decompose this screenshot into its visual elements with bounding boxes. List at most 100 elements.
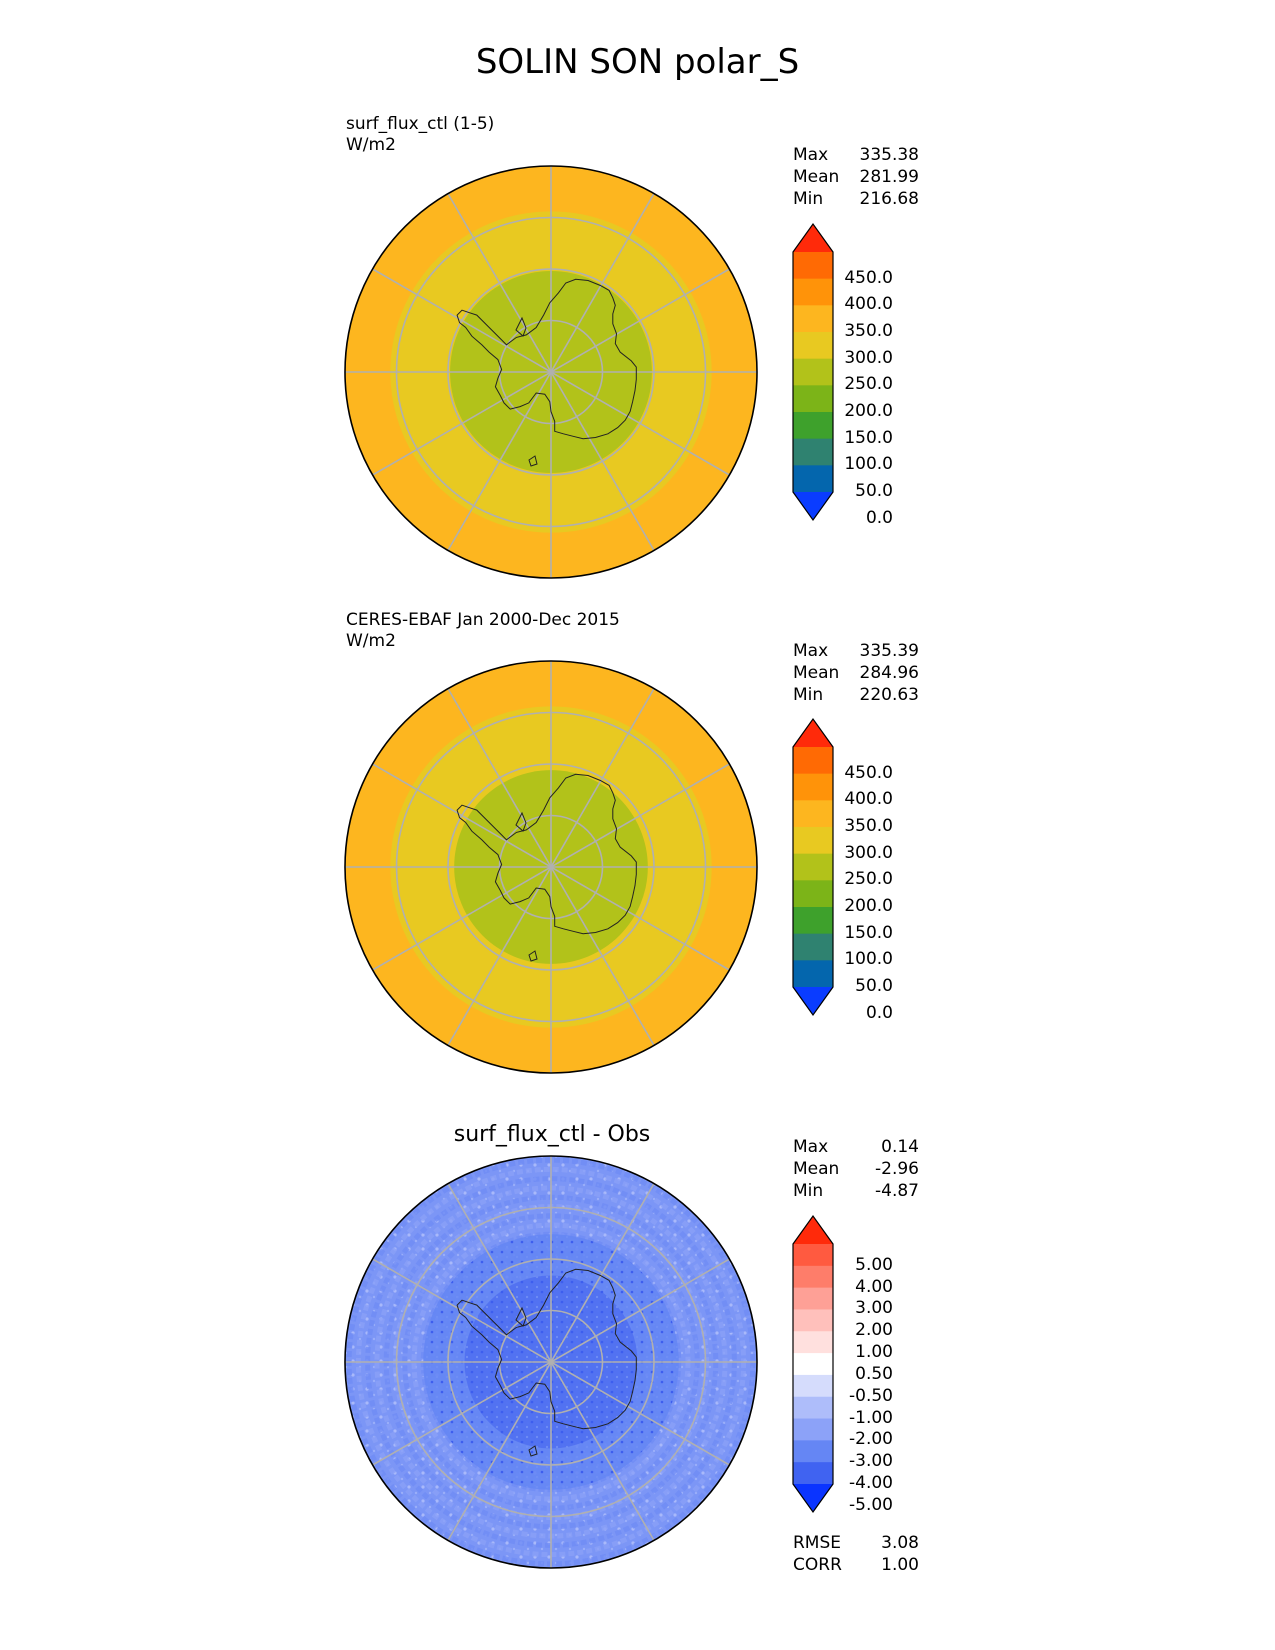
colorbar-tick-label: -5.00 <box>849 1494 893 1515</box>
colorbar-tick-label: 450.0 <box>844 267 893 288</box>
metric-value: 3.08 <box>881 1533 919 1553</box>
colorbar-tick-label: 150.0 <box>844 427 893 448</box>
panel-2-title: CERES-EBAF Jan 2000-Dec 2015 W/m2 <box>346 610 620 652</box>
colorbar-tick-label: 250.0 <box>844 374 893 395</box>
stat-value: 284.96 <box>859 663 919 683</box>
colorbar-tick-label: 0.0 <box>865 1002 893 1023</box>
colorbar-tick-label: 450.0 <box>844 762 893 783</box>
colorbar-tick-label: 50.0 <box>855 481 893 501</box>
colorbar-tick-label: -2.00 <box>849 1429 893 1450</box>
colorbar-extend-bottom <box>793 492 833 520</box>
colorbar-swatch <box>793 1374 833 1398</box>
stat-label: Min <box>793 1181 824 1201</box>
colorbar-swatch <box>793 332 833 360</box>
map-field <box>345 1156 757 1568</box>
colorbar-swatch <box>793 907 833 935</box>
colorbar-swatch <box>793 773 833 801</box>
colorbar-outline <box>792 222 834 522</box>
colorbar-extend-bottom <box>793 1484 833 1512</box>
colorbar-tick-label: 400.0 <box>844 294 893 315</box>
colorbar-extend-top <box>793 224 833 252</box>
colorbar-swatch <box>793 278 833 306</box>
maps-layer <box>344 165 758 1569</box>
colorbar-swatch <box>793 465 833 493</box>
colorbar-tick-label: 250.0 <box>844 869 893 890</box>
colorbar-tick-label: -4.00 <box>849 1473 893 1493</box>
stat-label: Mean <box>793 167 840 187</box>
stat-value: 0.14 <box>881 1137 919 1157</box>
colorbar-tick-label: 5.00 <box>855 1254 893 1275</box>
colorbar-tick-label: 300.0 <box>844 842 893 863</box>
colorbar-swatch <box>793 933 833 961</box>
colorbar-outline <box>792 1214 834 1514</box>
colorbar-swatch <box>793 853 833 881</box>
colorbar-tick-label: 1.00 <box>855 1342 893 1363</box>
metric-label: CORR <box>793 1555 842 1575</box>
stat-label: Min <box>793 189 824 209</box>
stat-value: 335.39 <box>859 641 919 661</box>
panel-1-units: W/m2 <box>346 135 396 155</box>
longitude-gridline <box>447 193 655 551</box>
colorbar-3 <box>792 1214 834 1514</box>
colorbars-layer <box>792 222 834 1514</box>
colorbar-swatch <box>793 1244 833 1267</box>
map-field <box>345 166 757 578</box>
colorbar-swatch <box>793 1309 833 1332</box>
stat-value: -4.87 <box>875 1181 919 1201</box>
colorbar-swatch <box>793 880 833 908</box>
metric-label: RMSE <box>793 1533 842 1553</box>
colorbar-swatch <box>793 412 833 440</box>
colorbar-swatch <box>793 747 833 775</box>
stat-value: 220.63 <box>859 685 919 705</box>
colorbar-extend-top <box>793 1216 833 1244</box>
stat-label: Mean <box>793 663 840 683</box>
colorbar-swatch <box>793 1462 833 1485</box>
colorbar-tick-label: 350.0 <box>844 321 893 341</box>
colorbar-swatch <box>793 1265 833 1289</box>
colorbar-tick-label: 200.0 <box>844 896 893 916</box>
panel-1-title: surf_flux_ctl (1-5) W/m2 <box>346 114 494 156</box>
colorbar-tick-label: 100.0 <box>844 949 893 970</box>
colorbar-swatch <box>793 1331 833 1354</box>
coastline-detail <box>515 316 527 337</box>
figure-title: SOLIN SON polar_S <box>475 42 800 82</box>
colorbar-swatch <box>793 800 833 828</box>
colorbar-tick-label: 2.00 <box>855 1320 893 1341</box>
colorbar-tick-label: 0.0 <box>865 507 893 528</box>
polar-map-2 <box>344 660 758 1074</box>
antarctica-coastline <box>456 773 637 935</box>
colorbar-swatch <box>793 385 833 413</box>
panel-1-stats: Max 335.38 Mean 281.99 Min 216.68 <box>793 144 919 210</box>
panel-2-units: W/m2 <box>346 631 396 651</box>
colorbar-tick-label: -1.00 <box>849 1407 893 1428</box>
coastline-detail <box>515 1306 527 1327</box>
map-field <box>345 661 757 1073</box>
coastline-detail <box>528 1445 538 1457</box>
colorbar-tick-label: 400.0 <box>844 789 893 810</box>
colorbar-swatch <box>793 1396 833 1420</box>
colorbar-tick-label: 100.0 <box>844 454 893 475</box>
map-boundary <box>344 1155 758 1569</box>
colorbar-extend-top <box>793 719 833 747</box>
map-boundary <box>344 660 758 1074</box>
antarctica-coastline <box>456 1268 637 1430</box>
colorbar-swatch <box>793 305 833 333</box>
colorbar-swatch <box>793 1418 833 1441</box>
stat-value: -2.96 <box>875 1159 919 1179</box>
antarctica-coastline <box>456 278 637 440</box>
colorbar-tick-label: -0.50 <box>849 1385 893 1406</box>
panel-2-stats: Max 335.39 Mean 284.96 Min 220.63 <box>793 640 919 706</box>
colorbar-extend-bottom <box>793 987 833 1015</box>
panel-3-metrics: RMSE 3.08 CORR 1.00 <box>793 1532 919 1576</box>
colorbar-tick-label: -3.00 <box>849 1451 893 1472</box>
colorbar-tick-label: 4.00 <box>855 1276 893 1297</box>
colorbar-swatch <box>793 252 833 280</box>
colorbar-2 <box>792 717 834 1017</box>
coastline-detail <box>528 950 538 962</box>
colorbar-swatch <box>793 1440 833 1463</box>
coastline-detail <box>528 455 538 467</box>
polar-map-1 <box>344 165 758 579</box>
colorbar-swatch <box>793 1287 833 1310</box>
panel-3-title: surf_flux_ctl - Obs <box>453 1122 651 1147</box>
